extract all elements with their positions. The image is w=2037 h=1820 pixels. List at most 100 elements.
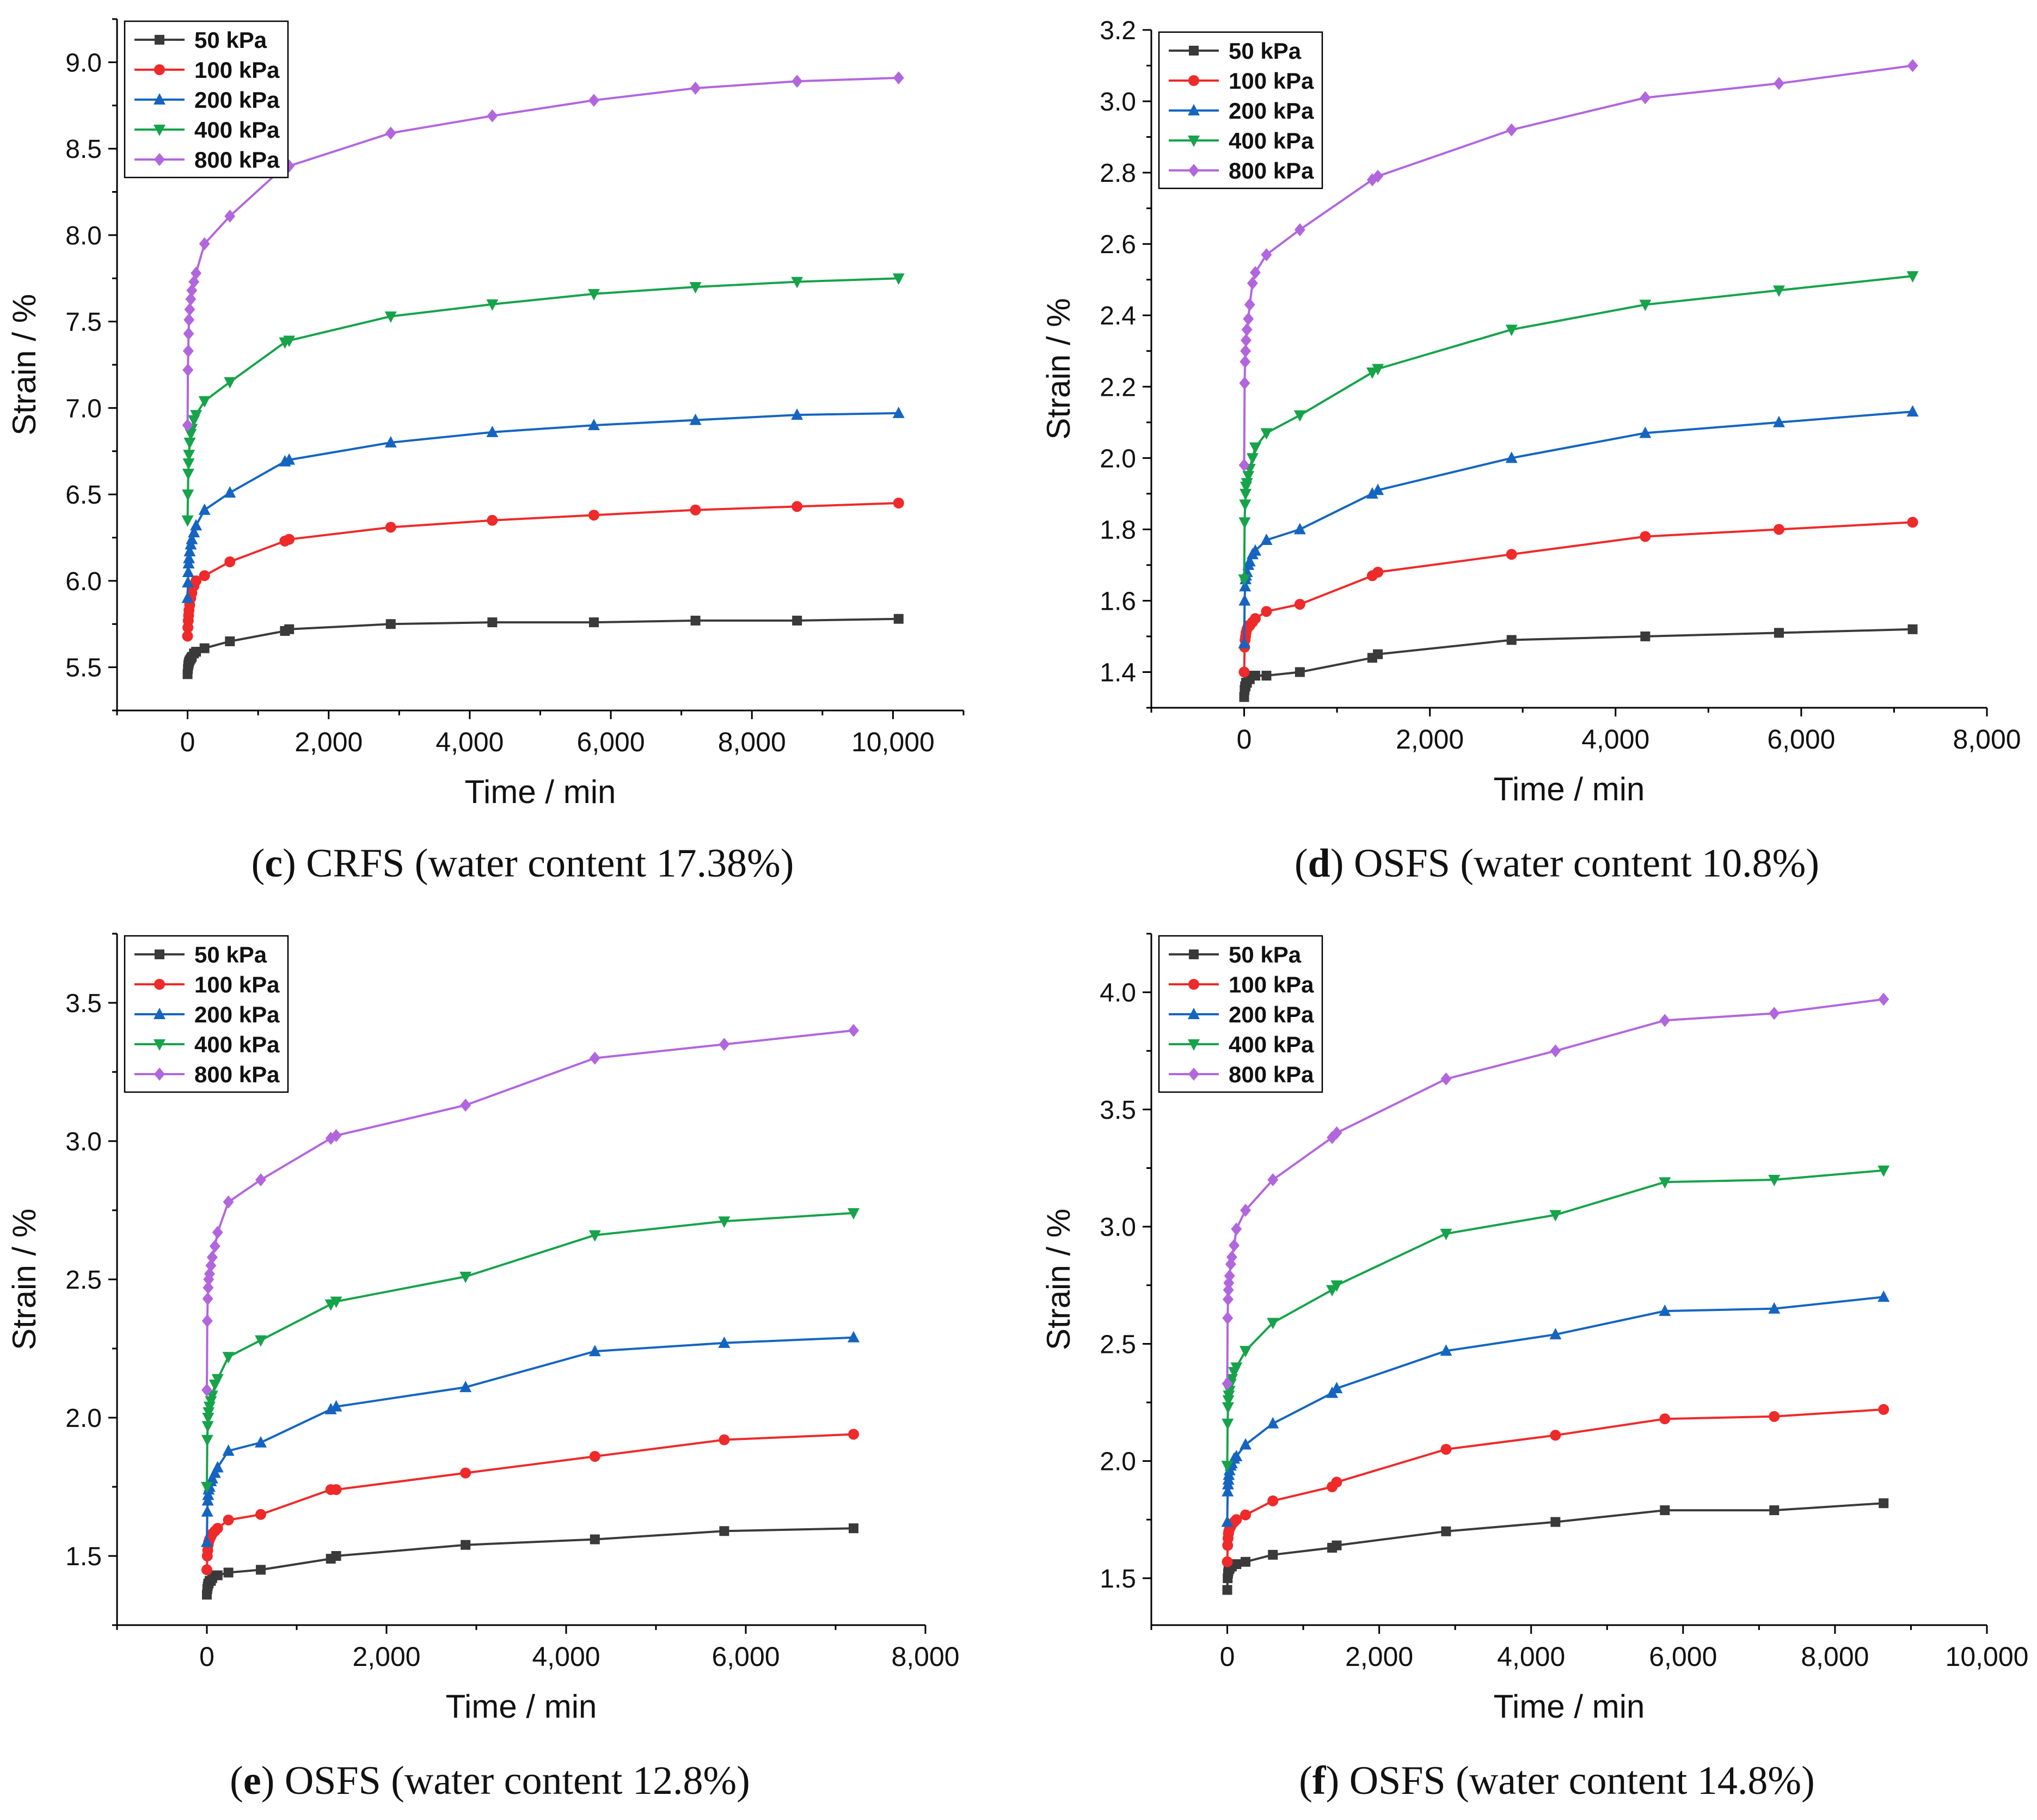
data-point: [1372, 169, 1384, 183]
data-point: [183, 327, 194, 340]
data-point: [1223, 1283, 1234, 1297]
data-point: [1222, 1418, 1234, 1430]
data-point: [1878, 1165, 1890, 1177]
data-point: [1261, 671, 1272, 681]
data-point: [719, 1038, 730, 1051]
series-line: [1243, 64, 1913, 465]
legend-label: 400 kPa: [1229, 128, 1314, 154]
data-point: [201, 1482, 213, 1493]
series-200-kpa: [201, 1331, 860, 1547]
data-point: [1506, 549, 1517, 560]
x-tick-label: 2,000: [294, 727, 363, 757]
series-50-kpa: [202, 1523, 858, 1600]
legend: 50 kPa 100 kPa 200 kPa 400 kPa 800 kPa: [124, 935, 289, 1093]
legend-label: 50 kPa: [1229, 38, 1302, 64]
data-point: [1550, 1517, 1561, 1527]
data-point: [587, 289, 600, 301]
data-point: [182, 566, 194, 577]
legend-marker: [155, 949, 164, 959]
data-point: [719, 1526, 729, 1536]
data-point: [1332, 1540, 1342, 1551]
data-point: [1267, 1173, 1279, 1187]
data-point: [182, 469, 194, 481]
legend-label: 200 kPa: [1229, 1002, 1314, 1027]
x-tick-label: 8,000: [718, 727, 786, 757]
y-tick-label: 3.0: [1100, 88, 1136, 117]
data-point: [1250, 671, 1261, 681]
y-tick-label: 3.5: [1100, 1096, 1136, 1125]
y-tick-label: 1.5: [1100, 1565, 1136, 1594]
x-tick-label: 6,000: [1767, 724, 1835, 755]
data-point: [1247, 277, 1258, 290]
series-400-kpa: [1221, 1165, 1890, 1473]
data-point: [1222, 1312, 1234, 1325]
data-point: [186, 532, 198, 544]
x-tick-label: 0: [180, 727, 195, 757]
data-point: [330, 1296, 342, 1308]
x-tick-label: 0: [1220, 1641, 1235, 1672]
data-point: [201, 1314, 213, 1328]
data-point: [212, 1570, 223, 1580]
data-point: [1250, 613, 1261, 624]
data-point: [284, 624, 294, 634]
data-point: [1231, 1559, 1242, 1570]
panel-caption-label: c: [265, 841, 283, 886]
data-point: [690, 615, 701, 626]
x-tick-label: 4,000: [1581, 724, 1649, 755]
data-point: [1659, 1014, 1671, 1027]
data-point: [183, 544, 196, 556]
y-axis-label: Strain / %: [6, 294, 42, 436]
data-point: [283, 453, 296, 465]
data-point: [893, 614, 904, 624]
legend-marker: [154, 979, 165, 990]
data-point: [588, 510, 599, 521]
panel-caption: (f) OSFS (water content 14.8%): [1299, 1758, 1814, 1803]
data-point: [1659, 1413, 1671, 1425]
data-point: [201, 1383, 212, 1397]
data-point: [385, 619, 396, 629]
legend: 50 kPa 100 kPa 200 kPa 400 kPa 800 kPa: [124, 20, 289, 179]
data-point: [1550, 1044, 1561, 1058]
series-line: [1243, 628, 1913, 697]
x-axis-label: Time / min: [1494, 771, 1645, 807]
data-point: [1229, 1239, 1240, 1252]
data-point: [224, 377, 236, 389]
legend-marker: [154, 93, 165, 105]
x-tick-label: 8,000: [891, 1641, 959, 1672]
data-point: [1260, 428, 1273, 440]
data-point: [224, 556, 236, 567]
data-point: [1640, 531, 1651, 542]
x-tick-label: 2,000: [1396, 724, 1464, 755]
y-tick-label: 3.0: [65, 1127, 102, 1156]
x-tick-label: 0: [199, 1641, 214, 1672]
y-tick-label: 8.0: [65, 222, 102, 250]
data-point: [1221, 1461, 1234, 1473]
series-line: [186, 502, 899, 636]
legend-label: 50 kPa: [194, 27, 267, 53]
y-tick-label: 6.0: [65, 567, 102, 596]
series-line: [186, 617, 899, 675]
data-point: [689, 282, 702, 294]
series-50-kpa: [1222, 1498, 1889, 1595]
data-point: [1907, 624, 1918, 634]
data-point: [1240, 1204, 1251, 1217]
data-point: [223, 1567, 234, 1578]
data-point: [182, 363, 194, 377]
legend-label: 800 kPa: [194, 1062, 280, 1087]
y-tick-label: 7.0: [65, 394, 102, 423]
data-point: [1906, 271, 1919, 283]
series-line: [186, 277, 899, 520]
series-400-kpa: [181, 273, 905, 527]
legend-marker: [1188, 104, 1200, 115]
data-point: [588, 1230, 601, 1242]
legend-label: 400 kPa: [194, 117, 280, 143]
data-point: [1241, 478, 1253, 490]
y-axis-label: Strain / %: [6, 1209, 42, 1350]
data-point: [1241, 323, 1253, 336]
data-point: [487, 109, 498, 122]
x-tick-label: 10,000: [1946, 1641, 2029, 1672]
data-point: [1660, 1505, 1670, 1516]
data-point: [1330, 1280, 1343, 1292]
panel-caption-text: OSFS (water content 14.8%): [1339, 1758, 1814, 1803]
